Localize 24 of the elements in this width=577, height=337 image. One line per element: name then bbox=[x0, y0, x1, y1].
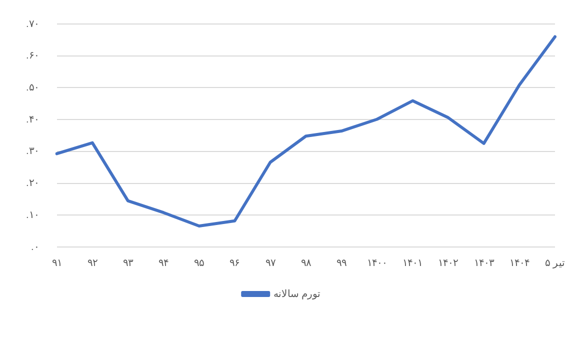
y-tick-label: .۰ bbox=[30, 242, 39, 253]
x-tick-label: ۹۹ bbox=[336, 258, 346, 269]
x-tick-label: ۹۲ bbox=[87, 258, 98, 269]
y-tick-label: .۷۰ bbox=[26, 18, 39, 30]
x-tick-label: ۹۶ bbox=[230, 258, 240, 269]
y-tick-label: .۴۰ bbox=[26, 114, 39, 126]
y-tick-label: .۶۰ bbox=[26, 50, 39, 62]
x-tick-label: ۹۵ bbox=[194, 258, 204, 269]
x-tick-label: ۹۷ bbox=[265, 258, 276, 269]
x-tick-label: ۱۴۰۱ bbox=[402, 258, 423, 269]
x-tick-label: ۹۳ bbox=[122, 258, 134, 269]
legend-label: تورم سالانه bbox=[274, 288, 320, 300]
x-tick-label: ۱۴۰۲ bbox=[438, 258, 458, 269]
y-tick-label: .۲۰ bbox=[26, 178, 39, 190]
x-tick-label: ۹۸ bbox=[300, 258, 312, 269]
x-tick-label: تیر ۵ bbox=[545, 258, 565, 269]
y-tick-label: .۵۰ bbox=[26, 82, 39, 94]
x-tick-label: ۱۴۰۴ bbox=[509, 258, 530, 269]
y-tick-label: .۱۰ bbox=[26, 210, 39, 221]
x-tick-label: ۱۴۰۰ bbox=[367, 258, 388, 269]
x-tick-label: ۹۴ bbox=[158, 258, 169, 269]
x-tick-label: ۹۱ bbox=[52, 258, 62, 269]
x-tick-label: ۱۴۰۳ bbox=[474, 258, 495, 269]
y-tick-label: .۳۰ bbox=[26, 146, 39, 158]
